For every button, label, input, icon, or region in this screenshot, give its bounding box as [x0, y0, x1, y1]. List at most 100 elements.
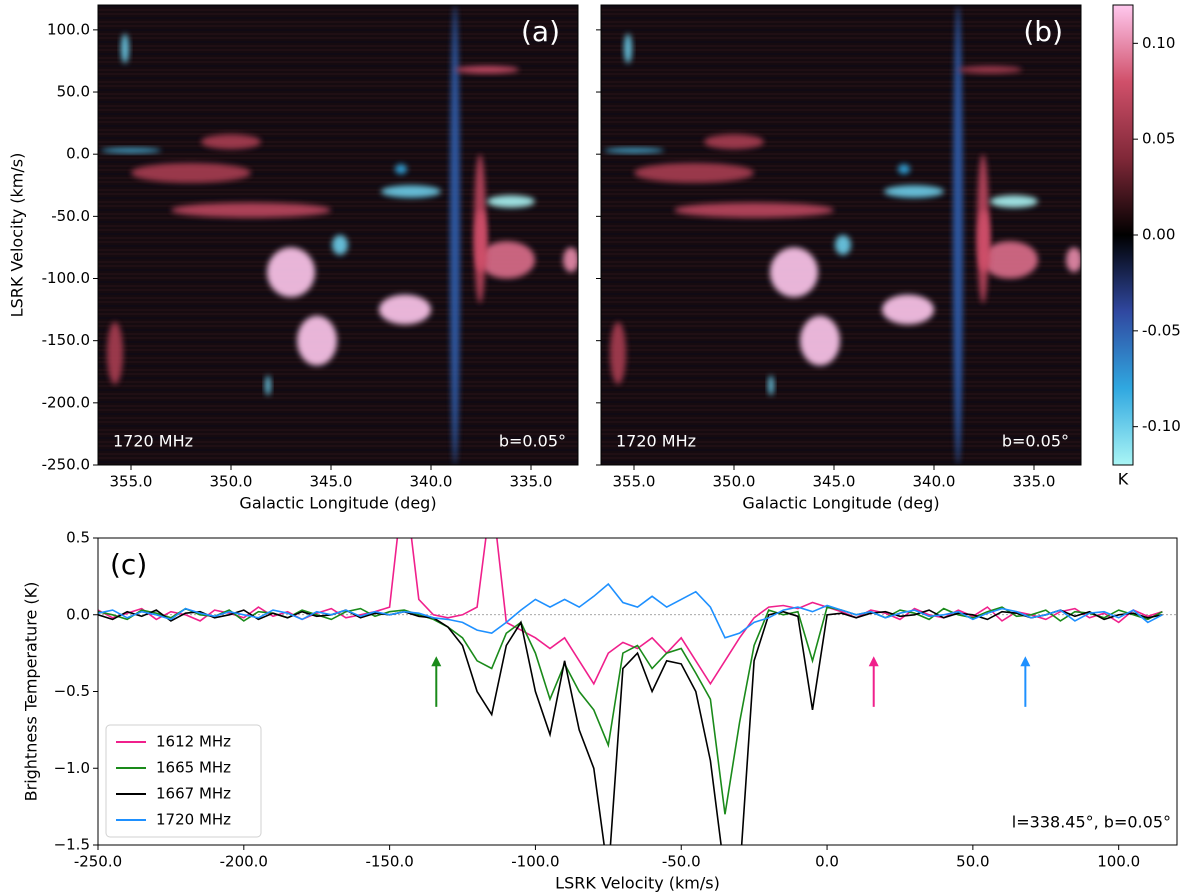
x-tick-label: 335.0 [1013, 473, 1056, 491]
emission-feature [332, 235, 348, 255]
noise-streak [601, 381, 1081, 383]
noise-streak [601, 137, 1081, 139]
noise-streak [601, 141, 1081, 143]
noise-streak [601, 29, 1081, 31]
noise-streak [601, 301, 1081, 303]
noise-streak [98, 101, 578, 103]
noise-streak [601, 149, 1081, 151]
noise-streak [601, 377, 1081, 379]
emission-feature [1066, 247, 1081, 273]
emission-feature [982, 241, 1038, 279]
noise-streak [601, 153, 1081, 155]
series-line [98, 609, 1163, 845]
y-tick-label: -150.0 [42, 331, 90, 349]
noise-streak [98, 413, 578, 415]
frequency-label: 1720 MHz [113, 432, 193, 451]
noise-streak [98, 269, 578, 271]
noise-streak [98, 25, 578, 27]
noise-streak [601, 425, 1081, 427]
noise-streak [98, 305, 578, 307]
y-tick-label: -50.0 [51, 207, 90, 225]
noise-streak [98, 149, 578, 151]
noise-streak [601, 353, 1081, 355]
noise-streak [601, 33, 1081, 35]
noise-streak [601, 233, 1081, 235]
noise-streak [98, 29, 578, 31]
noise-streak [98, 57, 578, 59]
emission-feature [800, 315, 840, 366]
emission-feature [634, 162, 754, 183]
noise-streak [98, 69, 578, 71]
noise-streak [601, 345, 1081, 347]
y-tick-label: 0.0 [66, 145, 90, 163]
noise-streak [601, 53, 1081, 55]
noise-streak [601, 361, 1081, 363]
noise-streak [98, 153, 578, 155]
noise-streak [98, 173, 578, 175]
noise-streak [601, 225, 1081, 227]
noise-streak [601, 461, 1081, 463]
plot-frame [600, 4, 1082, 466]
colorbar-tick-label: 0.00 [1142, 226, 1175, 244]
noise-streak [601, 261, 1081, 263]
noise-streak [98, 357, 578, 359]
x-tick-label: -150.0 [365, 853, 413, 871]
noise-streak [98, 37, 578, 39]
emission-feature [958, 65, 1022, 74]
x-tick-label: 50.0 [956, 853, 989, 871]
emission-feature [563, 247, 578, 273]
noise-streak [601, 37, 1081, 39]
emission-feature [379, 294, 431, 325]
noise-streak [601, 277, 1081, 279]
noise-streak [98, 21, 578, 23]
emission-feature [121, 33, 129, 64]
x-axis-label: LSRK Velocity (km/s) [555, 874, 720, 893]
plot-frame [97, 537, 1178, 846]
noise-streak [98, 41, 578, 43]
colorbar-tick-label: 0.05 [1142, 130, 1175, 148]
noise-streak [601, 393, 1081, 395]
colorbar [1112, 4, 1134, 466]
emission-feature [978, 210, 990, 273]
emission-feature [267, 247, 315, 298]
noise-streak [601, 81, 1081, 83]
noise-streak [601, 397, 1081, 399]
x-tick-label: -200.0 [220, 853, 268, 871]
panel-label: (a) [521, 15, 560, 48]
x-tick-label: -50.0 [662, 853, 701, 871]
noise-streak [98, 289, 578, 291]
noise-streak [98, 85, 578, 87]
emission-feature [107, 322, 123, 385]
noise-streak [98, 273, 578, 275]
noise-streak [98, 89, 578, 91]
noise-streak [601, 189, 1081, 191]
colorbar-label: K [1118, 470, 1129, 489]
emission-feature [395, 164, 407, 175]
noise-streak [98, 337, 578, 339]
noise-streak [601, 181, 1081, 183]
noise-streak [98, 33, 578, 35]
x-tick-label: -100.0 [511, 853, 559, 871]
noise-streak [98, 181, 578, 183]
noise-streak [98, 117, 578, 119]
legend-label: 1720 MHz [156, 811, 231, 829]
noise-streak [98, 201, 578, 203]
noise-streak [98, 453, 578, 455]
noise-streak [98, 165, 578, 167]
emission-feature [171, 202, 331, 218]
noise-streak [601, 173, 1081, 175]
x-tick-label: 355.0 [110, 473, 153, 491]
noise-streak [601, 457, 1081, 459]
noise-streak [98, 377, 578, 379]
noise-streak [601, 213, 1081, 215]
noise-streak [601, 309, 1081, 311]
noise-streak [601, 117, 1081, 119]
noise-streak [601, 409, 1081, 411]
noise-streak [98, 325, 578, 327]
noise-streak [98, 433, 578, 435]
noise-streak [98, 141, 578, 143]
noise-streak [98, 257, 578, 259]
noise-streak [601, 289, 1081, 291]
noise-streak [601, 89, 1081, 91]
noise-streak [601, 281, 1081, 283]
